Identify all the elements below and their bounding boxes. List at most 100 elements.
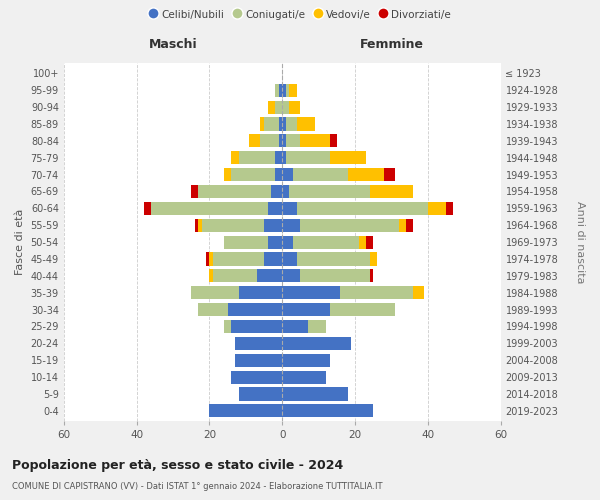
Bar [224,168,231,181]
Bar [398,218,406,232]
Bar [278,84,282,97]
Bar [286,84,289,97]
Bar [235,337,282,350]
Bar [264,218,282,232]
Bar [282,370,326,384]
Bar [301,270,370,282]
Bar [282,118,286,130]
Bar [384,168,395,181]
Bar [329,151,366,164]
Bar [275,84,278,97]
Bar [191,185,199,198]
Bar [289,185,370,198]
Bar [260,134,278,147]
Bar [144,202,151,215]
Bar [282,134,286,147]
Bar [202,218,264,232]
Bar [268,236,282,248]
Bar [209,404,282,417]
Bar [250,134,260,147]
Bar [264,252,282,266]
Bar [268,100,275,114]
Bar [340,286,413,300]
Bar [301,218,398,232]
Bar [329,134,337,147]
Bar [268,202,282,215]
Bar [260,118,264,130]
Y-axis label: Anni di nascita: Anni di nascita [575,201,585,283]
Bar [206,252,209,266]
Bar [293,236,359,248]
Bar [282,168,293,181]
Bar [301,134,329,147]
Bar [282,337,352,350]
Bar [231,370,282,384]
Bar [370,252,377,266]
Bar [282,320,308,333]
Bar [359,236,366,248]
Bar [199,218,202,232]
Bar [231,168,275,181]
Bar [282,185,289,198]
Bar [199,185,271,198]
Bar [199,303,227,316]
Bar [257,270,282,282]
Bar [264,118,278,130]
Bar [348,168,384,181]
Bar [413,286,424,300]
Bar [278,134,282,147]
Bar [282,354,329,367]
Bar [282,218,301,232]
Bar [282,202,297,215]
Bar [428,202,446,215]
Bar [370,270,373,282]
Bar [406,218,413,232]
Bar [282,252,297,266]
Bar [209,252,213,266]
Text: COMUNE DI CAPISTRANO (VV) - Dati ISTAT 1° gennaio 2024 - Elaborazione TUTTITALIA: COMUNE DI CAPISTRANO (VV) - Dati ISTAT 1… [12,482,383,491]
Bar [275,100,282,114]
Bar [370,185,413,198]
Bar [195,218,199,232]
Bar [282,388,348,400]
Bar [286,151,329,164]
Legend: Celibi/Nubili, Coniugati/e, Vedovi/e, Divorziati/e: Celibi/Nubili, Coniugati/e, Vedovi/e, Di… [145,5,455,24]
Bar [239,286,282,300]
Bar [297,202,428,215]
Bar [191,286,239,300]
Bar [366,236,373,248]
Bar [282,286,340,300]
Bar [275,151,282,164]
Bar [289,100,301,114]
Bar [286,118,297,130]
Bar [213,252,264,266]
Bar [329,303,395,316]
Y-axis label: Fasce di età: Fasce di età [15,209,25,276]
Bar [282,303,329,316]
Bar [275,168,282,181]
Bar [293,168,348,181]
Bar [289,84,297,97]
Bar [282,270,301,282]
Bar [213,270,257,282]
Bar [278,118,282,130]
Bar [282,100,289,114]
Text: Femmine: Femmine [359,38,424,52]
Bar [239,151,275,164]
Bar [224,320,231,333]
Bar [151,202,268,215]
Bar [231,320,282,333]
Bar [282,236,293,248]
Bar [209,270,213,282]
Bar [282,404,373,417]
Bar [235,354,282,367]
Text: Maschi: Maschi [149,38,197,52]
Bar [231,151,239,164]
Bar [271,185,282,198]
Bar [297,118,315,130]
Bar [286,134,301,147]
Bar [224,236,268,248]
Text: Popolazione per età, sesso e stato civile - 2024: Popolazione per età, sesso e stato civil… [12,460,343,472]
Bar [227,303,282,316]
Bar [308,320,326,333]
